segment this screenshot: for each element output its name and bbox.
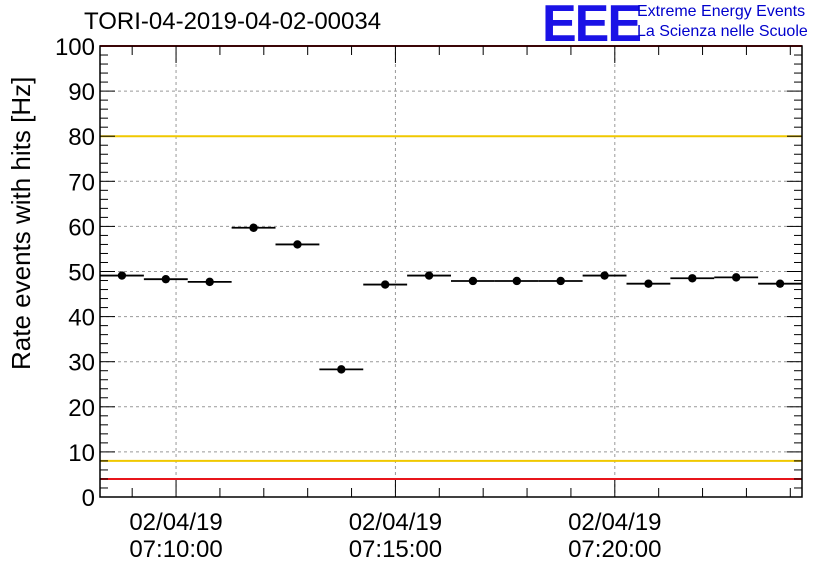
data-point — [249, 223, 258, 232]
data-point — [512, 276, 522, 286]
y-tick-label: 50 — [68, 260, 95, 287]
data-point — [293, 240, 302, 249]
data-point — [380, 280, 390, 289]
data-point — [644, 279, 653, 288]
x-tick-label-time: 07:20:00 — [568, 536, 661, 563]
x-tick-label-time: 07:10:00 — [129, 536, 222, 563]
y-tick-label: 0 — [82, 485, 95, 512]
data-point — [117, 271, 127, 280]
x-tick-label-date: 02/04/19 — [129, 509, 222, 536]
eee-logo: EEE Extreme Energy Events La Scienza nel… — [542, 0, 832, 53]
data-point — [775, 279, 785, 288]
data-point — [731, 273, 741, 282]
data-point — [468, 276, 478, 286]
data-point — [600, 271, 609, 280]
y-tick-label: 10 — [68, 440, 95, 467]
y-tick-label: 30 — [68, 350, 95, 377]
x-tick-label-time: 07:15:00 — [349, 536, 442, 563]
y-tick-label: 70 — [68, 169, 95, 196]
y-tick-label: 60 — [68, 214, 95, 241]
x-tick-label-date: 02/04/19 — [349, 509, 442, 536]
eee-logo-mark: EEE — [542, 0, 642, 53]
x-tick-label-date: 02/04/19 — [568, 509, 661, 536]
y-tick-label: 20 — [68, 395, 95, 422]
data-point — [424, 271, 434, 280]
y-tick-label: 40 — [68, 305, 95, 332]
logo-line-2: La Scienza nelle Scuole — [637, 23, 808, 40]
y-tick-label: 80 — [68, 124, 95, 151]
data-point — [688, 274, 697, 283]
y-tick-label: 90 — [68, 79, 95, 106]
chart-title: TORI-04-2019-04-02-00034 — [84, 8, 382, 35]
data-point — [556, 276, 565, 286]
y-tick-label: 100 — [55, 34, 95, 61]
data-point — [205, 277, 214, 287]
data-point — [337, 365, 346, 374]
logo-line-1: Extreme Energy Events — [637, 3, 806, 20]
data-point — [161, 274, 171, 284]
